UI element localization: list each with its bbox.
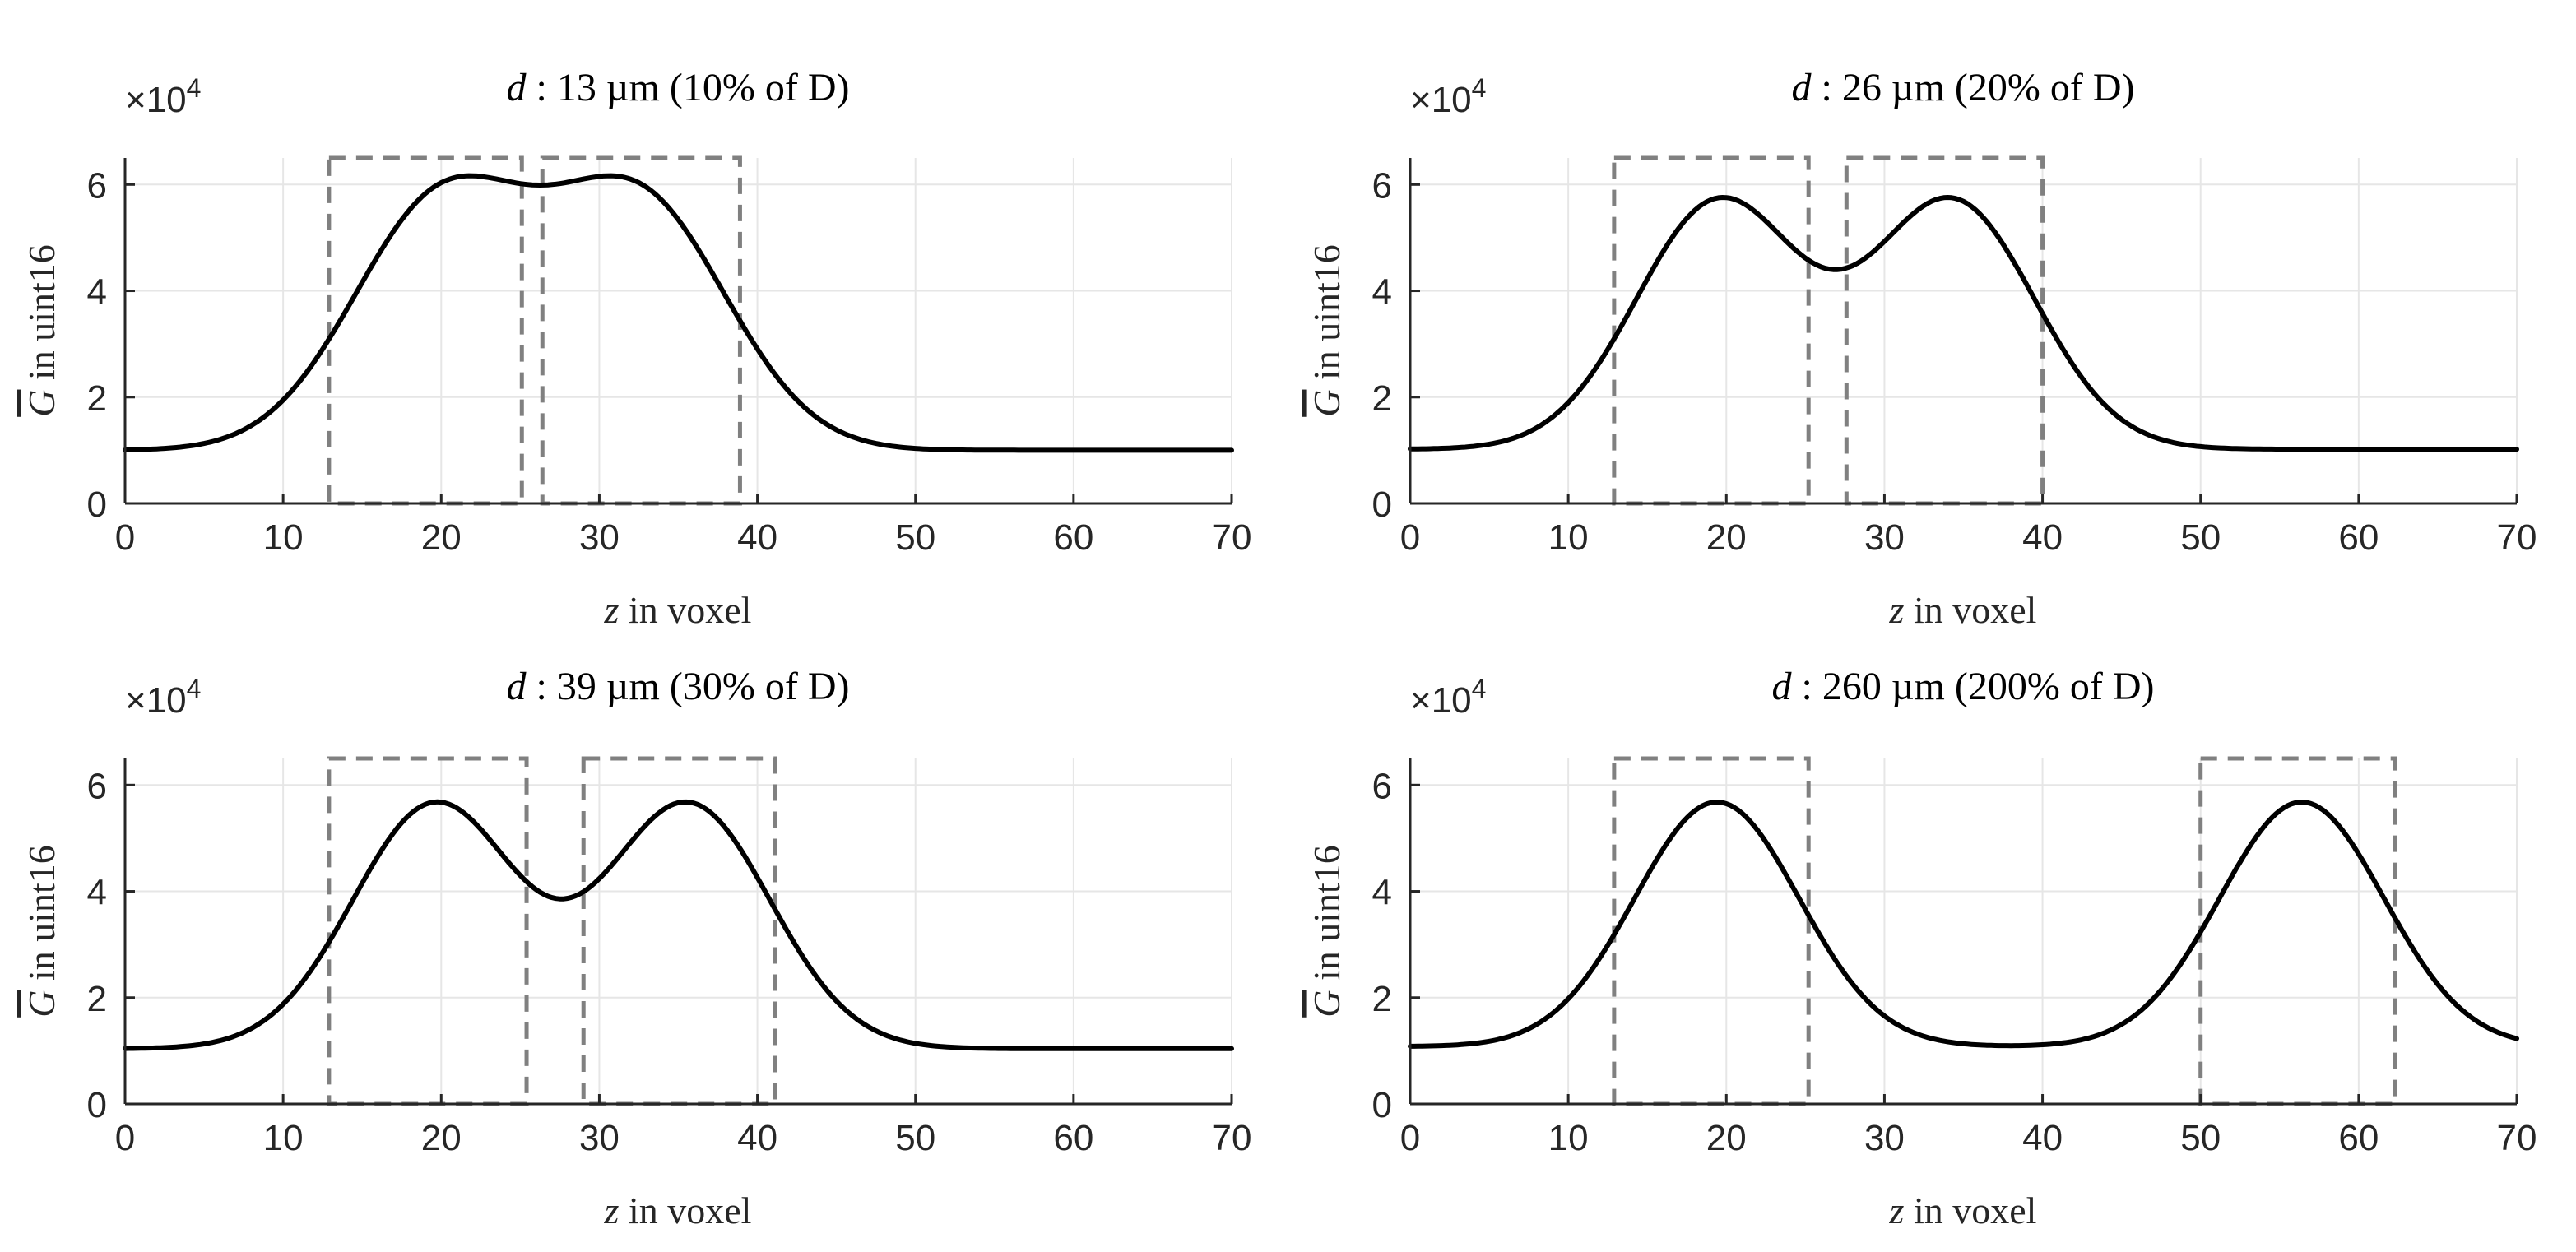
panel-d-39um: 0 10 20 30 40 50 60 70 0 2 4 6 d : 39 µm (30% of D)… bbox=[21, 665, 1251, 1231]
x-axis-title: z in voxel bbox=[604, 589, 752, 631]
y-tick-label: 0 bbox=[87, 1085, 107, 1125]
x-tick-label: 40 bbox=[737, 517, 777, 558]
x-tick-label: 10 bbox=[263, 517, 304, 558]
y-tick-label: 4 bbox=[1372, 873, 1392, 913]
x-tick-label: 60 bbox=[2338, 517, 2379, 558]
x-axis-title: z in voxel bbox=[604, 1189, 752, 1231]
y-tick-label: 2 bbox=[1372, 979, 1392, 1019]
panel-title: d : 13 µm (10% of D) bbox=[507, 66, 850, 109]
y-tick-label: 6 bbox=[1372, 766, 1392, 806]
x-tick-label: 50 bbox=[2180, 517, 2221, 558]
tick-labels: 0 10 20 30 40 50 60 70 0 2 4 6 bbox=[87, 766, 1252, 1158]
data-curve bbox=[123, 799, 1234, 1051]
x-tick-label: 60 bbox=[1053, 1118, 1093, 1158]
panel-d-26um: 0 10 20 30 40 50 60 70 0 2 4 6 d : 26 µm (20% of D)… bbox=[1306, 66, 2537, 631]
data-curve bbox=[1408, 800, 2519, 1049]
x-tick-label: 50 bbox=[895, 517, 935, 558]
x-tick-label: 70 bbox=[1212, 1118, 1252, 1158]
x-tick-label: 60 bbox=[1053, 517, 1093, 558]
x-tick-label: 70 bbox=[2497, 517, 2537, 558]
y-tick-label: 4 bbox=[87, 873, 107, 913]
tick-labels: 0 10 20 30 40 50 60 70 0 2 4 6 bbox=[1372, 766, 2537, 1158]
y-axis-title: G in uint16 bbox=[21, 845, 63, 1018]
x-tick-label: 40 bbox=[2022, 517, 2063, 558]
x-tick-label: 0 bbox=[115, 517, 135, 558]
axes bbox=[123, 758, 1233, 1106]
panel-d-13um: 0 10 20 30 40 50 60 70 0 2 4 6 d : 13 µm (10% of D)… bbox=[21, 66, 1251, 631]
y-axis-title: G in uint16 bbox=[1306, 244, 1348, 417]
y-tick-label: 4 bbox=[1372, 272, 1392, 313]
x-tick-label: 20 bbox=[421, 1118, 462, 1158]
x-tick-label: 30 bbox=[579, 517, 620, 558]
y-tick-label: 2 bbox=[87, 378, 107, 419]
y-tick-label: 0 bbox=[87, 485, 107, 525]
x-tick-label: 10 bbox=[1548, 517, 1589, 558]
data-curve bbox=[1408, 195, 2519, 452]
axes bbox=[123, 158, 1233, 505]
x-tick-label: 70 bbox=[1212, 517, 1252, 558]
y-exponent-label: ×104 bbox=[125, 674, 201, 721]
x-tick-label: 30 bbox=[579, 1118, 620, 1158]
x-tick-label: 10 bbox=[263, 1118, 304, 1158]
x-tick-label: 20 bbox=[1706, 1118, 1747, 1158]
y-tick-label: 6 bbox=[87, 766, 107, 806]
x-tick-label: 30 bbox=[1864, 1118, 1905, 1158]
x-tick-label: 10 bbox=[1548, 1118, 1589, 1158]
x-tick-label: 30 bbox=[1864, 517, 1905, 558]
data-curve bbox=[123, 173, 1234, 453]
y-tick-label: 6 bbox=[87, 165, 107, 206]
x-axis-title: z in voxel bbox=[1889, 1189, 2037, 1231]
y-axis-title: G in uint16 bbox=[1306, 845, 1348, 1018]
x-tick-label: 70 bbox=[2497, 1118, 2537, 1158]
x-tick-label: 40 bbox=[737, 1118, 777, 1158]
y-axis-title: G in uint16 bbox=[21, 244, 63, 417]
y-tick-label: 2 bbox=[1372, 378, 1392, 419]
panel-title: d : 26 µm (20% of D) bbox=[1792, 66, 2135, 109]
y-tick-label: 0 bbox=[1372, 485, 1392, 525]
y-tick-label: 0 bbox=[1372, 1085, 1392, 1125]
x-tick-label: 50 bbox=[2180, 1118, 2221, 1158]
panel-title: d : 260 µm (200% of D) bbox=[1772, 665, 2155, 708]
panel-title: d : 39 µm (30% of D) bbox=[507, 665, 850, 708]
y-tick-label: 2 bbox=[87, 979, 107, 1019]
axes bbox=[1409, 758, 2518, 1106]
tick-labels: 0 10 20 30 40 50 60 70 0 2 4 6 bbox=[1372, 165, 2537, 558]
x-tick-label: 20 bbox=[421, 517, 462, 558]
grid bbox=[1409, 758, 2518, 1105]
x-tick-label: 0 bbox=[115, 1118, 135, 1158]
axes bbox=[1409, 158, 2518, 505]
grid bbox=[124, 758, 1232, 1105]
x-tick-label: 0 bbox=[1400, 1118, 1420, 1158]
y-exponent-label: ×104 bbox=[125, 73, 201, 120]
x-tick-label: 50 bbox=[895, 1118, 935, 1158]
y-tick-label: 6 bbox=[1372, 165, 1392, 206]
y-exponent-label: ×104 bbox=[1410, 73, 1486, 120]
y-exponent-label: ×104 bbox=[1410, 674, 1486, 721]
x-tick-label: 60 bbox=[2338, 1118, 2379, 1158]
panel-d-260um: 0 10 20 30 40 50 60 70 0 2 4 6 d : 260 µm (200% of … bbox=[1306, 665, 2537, 1231]
x-tick-label: 0 bbox=[1400, 517, 1420, 558]
x-axis-title: z in voxel bbox=[1889, 589, 2037, 631]
y-tick-label: 4 bbox=[87, 272, 107, 313]
tick-labels: 0 10 20 30 40 50 60 70 0 2 4 6 bbox=[87, 165, 1252, 558]
x-tick-label: 20 bbox=[1706, 517, 1747, 558]
x-tick-label: 40 bbox=[2022, 1118, 2063, 1158]
